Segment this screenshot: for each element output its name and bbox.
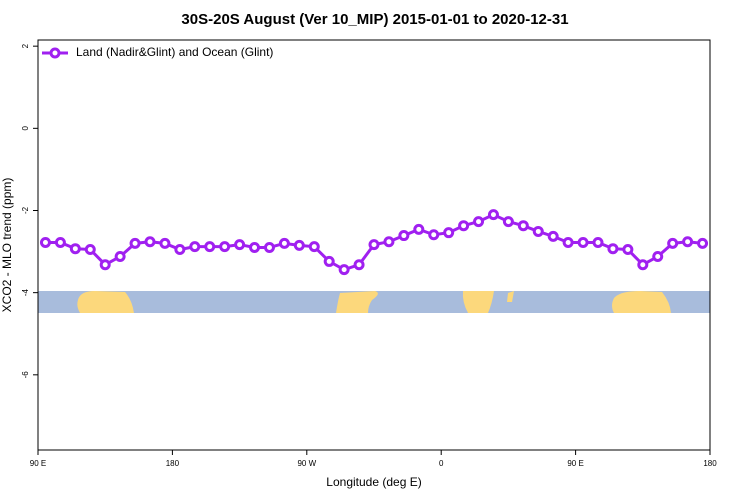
data-point (249, 241, 261, 253)
y-tick-label: 2 (21, 43, 30, 48)
data-point (219, 241, 231, 253)
data-point (99, 259, 111, 271)
x-tick-label: 180 (166, 459, 180, 468)
data-point (682, 236, 694, 248)
data-point (637, 259, 649, 271)
data-point (487, 209, 499, 221)
data-point (562, 237, 574, 249)
x-axis-label: Longitude (deg E) (326, 475, 421, 489)
data-point (323, 255, 335, 267)
data-point (368, 239, 380, 251)
data-point (54, 237, 66, 249)
data-point (144, 236, 156, 248)
legend-label: Land (Nadir&Glint) and Ocean (Glint) (76, 45, 273, 59)
x-tick-label: 180 (703, 459, 717, 468)
data-point (189, 241, 201, 253)
data-point (159, 237, 171, 249)
data-point (592, 237, 604, 249)
data-point (39, 237, 51, 249)
data-point (129, 237, 141, 249)
legend: Land (Nadir&Glint) and Ocean (Glint) (42, 45, 273, 59)
x-tick-label: 90 E (567, 459, 583, 468)
data-point (517, 220, 529, 232)
data-point (308, 241, 320, 253)
data-point (502, 216, 514, 228)
data-point (69, 243, 81, 255)
y-tick-label: -6 (21, 371, 30, 379)
data-point (353, 259, 365, 271)
data-point (607, 243, 619, 255)
data-point (278, 237, 290, 249)
data-point (458, 220, 470, 232)
data-point (398, 230, 410, 242)
y-axis-label: XCO2 - MLO trend (ppm) (0, 178, 14, 313)
data-point (443, 227, 455, 239)
y-tick-label: -4 (21, 289, 30, 297)
y-tick-label: -2 (21, 206, 30, 214)
x-tick-label: 90 W (297, 459, 316, 468)
data-point (697, 237, 709, 249)
data-point (667, 237, 679, 249)
data-point (413, 223, 425, 235)
y-tick-label: 0 (21, 126, 30, 131)
chart-title: 30S-20S August (Ver 10_MIP) 2015-01-01 t… (181, 11, 568, 28)
data-point (383, 236, 395, 248)
data-point (622, 244, 634, 256)
data-point (174, 244, 186, 256)
data-point (234, 239, 246, 251)
data-point (428, 229, 440, 241)
data-point (532, 225, 544, 237)
data-point (577, 237, 589, 249)
x-tick-label: 90 E (30, 459, 46, 468)
x-tick-label: 0 (439, 459, 444, 468)
data-point (652, 251, 664, 263)
data-point (114, 251, 126, 263)
data-point (473, 216, 485, 228)
data-point (293, 239, 305, 251)
data-point (84, 244, 96, 256)
data-point (547, 230, 559, 242)
data-point (338, 264, 350, 276)
data-point (204, 241, 216, 253)
legend-marker (49, 47, 61, 59)
land-map (38, 291, 710, 313)
data-point (263, 241, 275, 253)
plot-frame (37, 39, 711, 451)
